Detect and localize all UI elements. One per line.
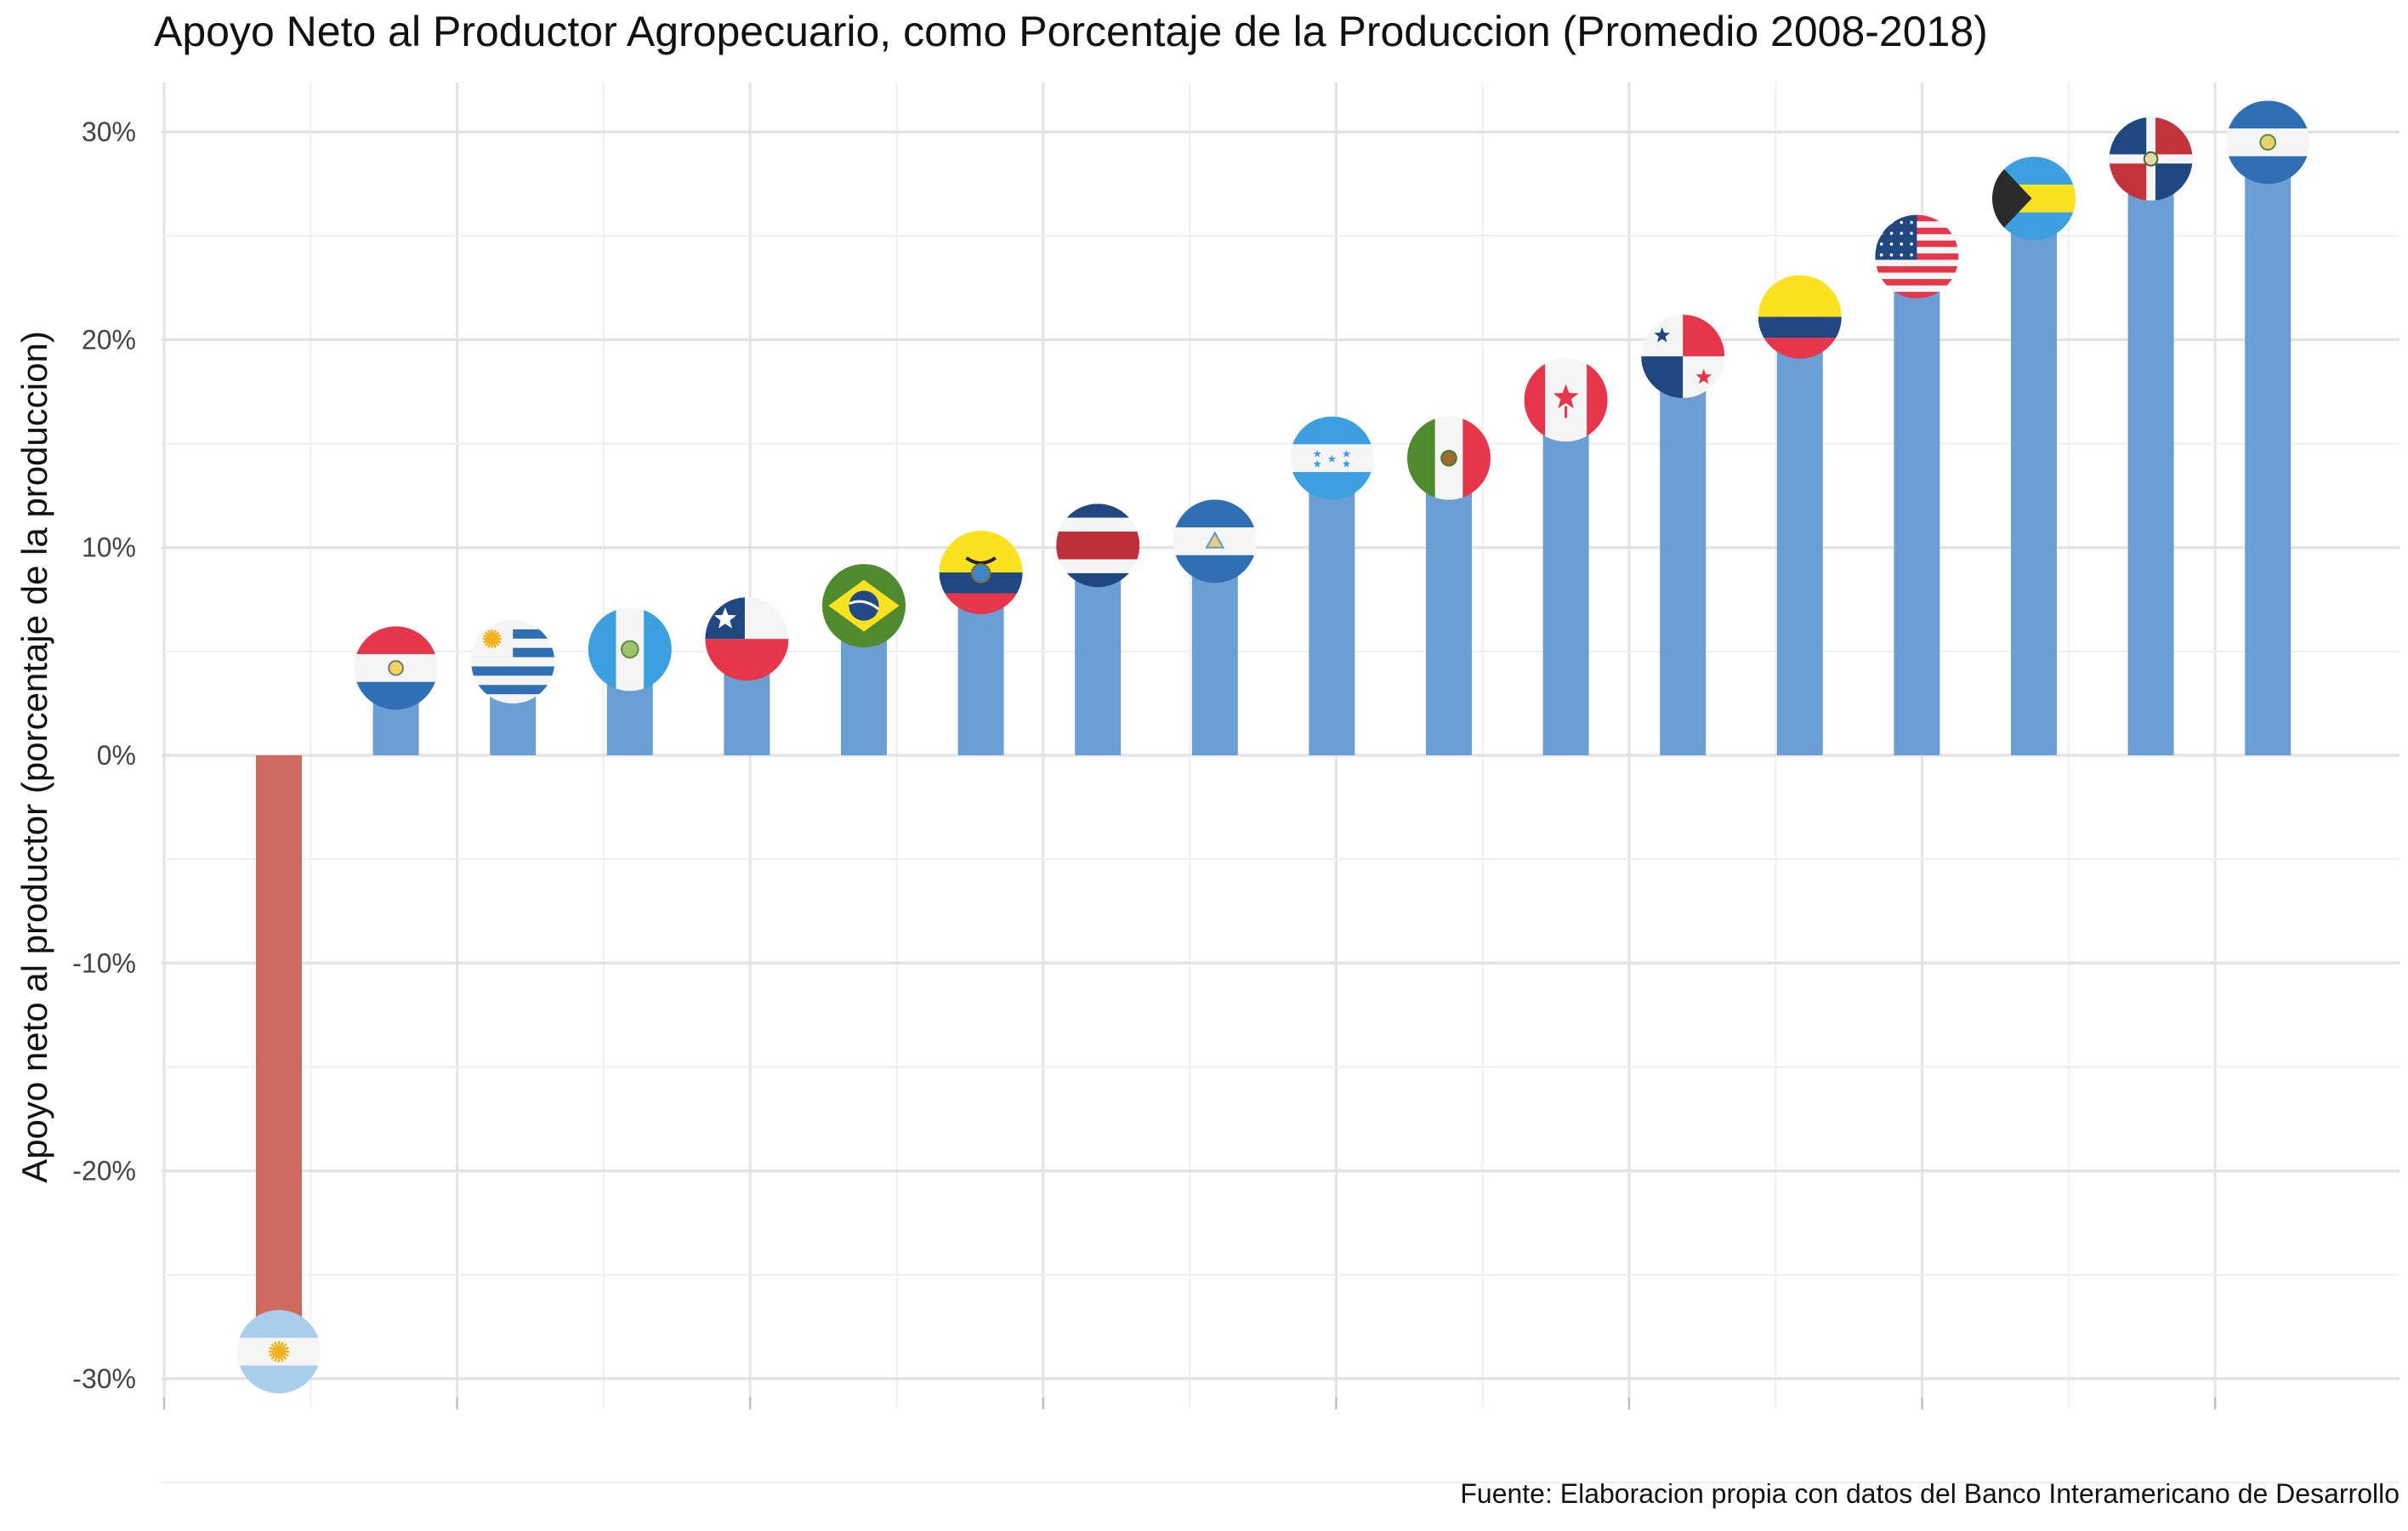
- flag-estados-unidos-icon: [1875, 214, 1959, 299]
- y-tick-label: -30%: [72, 1363, 136, 1394]
- bar-panama: [1660, 356, 1707, 755]
- flag-panama-icon: [1641, 314, 1725, 398]
- y-tick-label: -10%: [72, 948, 136, 978]
- flag-nicaragua-icon: [1173, 499, 1257, 583]
- flag-canada-icon: [1524, 358, 1608, 442]
- x-tick-marks: [163, 1397, 2217, 1409]
- y-tick-labels: 30% 20% 10% 0% -10% -20% -30%: [72, 117, 136, 1394]
- bar-el-salvador: [2245, 142, 2292, 755]
- flag-chile-icon: [705, 597, 789, 681]
- y-tick-label: 0%: [97, 740, 136, 771]
- y-tick-label: -20%: [72, 1156, 136, 1187]
- flag-republica-dominicana-icon: [2109, 117, 2193, 201]
- flag-bahamas-icon: [1992, 157, 2076, 241]
- flag-el-salvador-icon: [2226, 100, 2310, 185]
- bar-canada: [1542, 400, 1589, 755]
- bar-colombia: [1776, 316, 1823, 756]
- bar-argentina: [256, 755, 302, 1352]
- grid-lines: [162, 83, 2399, 1484]
- flag-mexico-icon: [1407, 416, 1491, 500]
- flag-honduras-icon: [1290, 416, 1374, 500]
- bar-honduras: [1309, 458, 1355, 755]
- bar-mexico: [1426, 458, 1472, 755]
- y-tick-label: 30%: [82, 117, 136, 147]
- flag-brasil-icon: [822, 564, 906, 648]
- flag-guatemala-icon: [588, 607, 672, 692]
- flag-markers: [237, 100, 2310, 1394]
- flag-ecuador-icon: [939, 531, 1023, 615]
- bar-bahamas: [2011, 198, 2057, 755]
- flag-colombia-icon: [1758, 275, 1842, 359]
- flag-argentina-icon: [237, 1310, 321, 1394]
- flag-costa-rica-icon: [1056, 504, 1140, 588]
- y-tick-label: 20%: [82, 324, 136, 355]
- flag-paraguay-icon: [354, 626, 438, 710]
- y-tick-label: 10%: [82, 532, 136, 563]
- chart-title: Apoyo Neto al Productor Agropecuario, co…: [154, 8, 1988, 55]
- bar-republica-dominicana: [2127, 158, 2174, 755]
- bar-estados-unidos: [1894, 256, 1940, 755]
- flag-uruguay-icon: [471, 620, 555, 704]
